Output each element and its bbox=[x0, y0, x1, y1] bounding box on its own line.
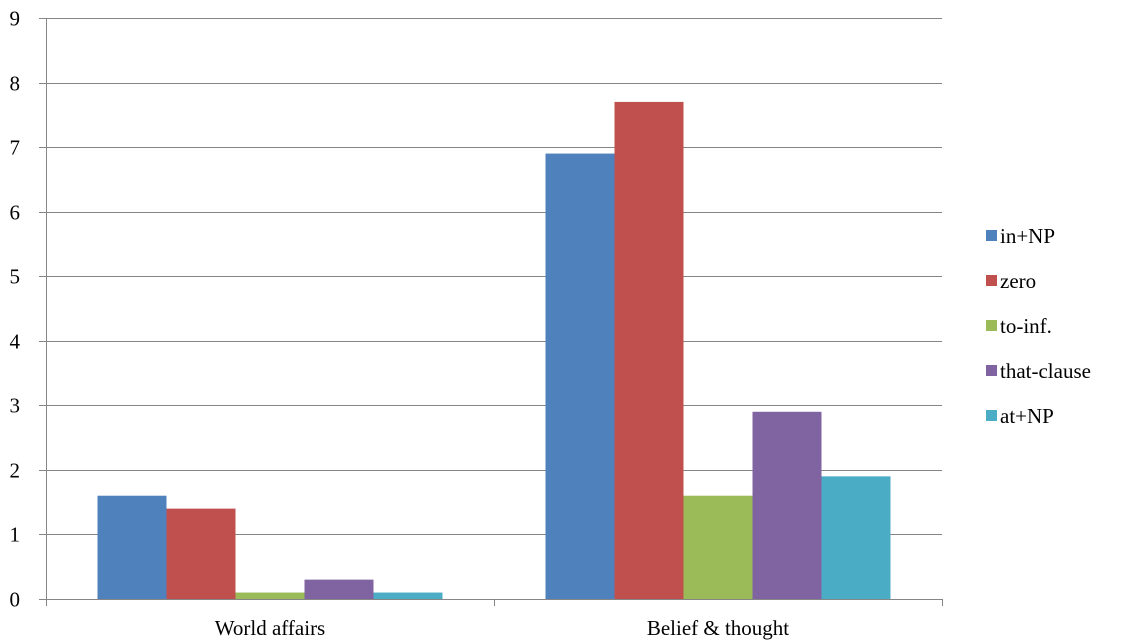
legend-swatch bbox=[986, 365, 997, 376]
bar bbox=[166, 508, 236, 599]
bar bbox=[304, 579, 374, 599]
y-tick-label: 0 bbox=[10, 588, 21, 612]
legend-swatch bbox=[986, 275, 997, 286]
legend-label: in+NP bbox=[1000, 224, 1055, 248]
bar bbox=[821, 476, 891, 599]
legend-swatch bbox=[986, 320, 997, 331]
bar bbox=[235, 592, 305, 599]
legend-swatch bbox=[986, 230, 997, 241]
y-tick-label: 1 bbox=[10, 523, 21, 547]
legend-label: to-inf. bbox=[1000, 314, 1052, 338]
y-tick-label: 3 bbox=[10, 394, 21, 418]
x-tick-label: Belief & thought bbox=[647, 616, 789, 640]
legend-label: that-clause bbox=[1000, 359, 1091, 383]
legend: in+NP zero to-inf. that-clause at+NP bbox=[986, 224, 1091, 428]
y-tick-label: 5 bbox=[10, 265, 21, 289]
legend-swatch bbox=[986, 410, 997, 421]
x-tick-label: World affairs bbox=[215, 616, 325, 640]
legend-label: at+NP bbox=[1000, 404, 1054, 428]
y-tick-label: 9 bbox=[10, 7, 21, 31]
x-axis-ticks: World affairs Belief & thought bbox=[46, 599, 943, 640]
bars bbox=[97, 101, 891, 600]
bar bbox=[373, 592, 443, 599]
bar bbox=[97, 495, 167, 599]
bar bbox=[614, 101, 684, 599]
bar bbox=[683, 495, 753, 599]
y-tick-label: 7 bbox=[10, 136, 21, 160]
y-tick-label: 6 bbox=[10, 201, 21, 225]
y-tick-label: 8 bbox=[10, 72, 21, 96]
bar bbox=[752, 411, 822, 599]
y-tick-label: 2 bbox=[10, 459, 21, 483]
bar bbox=[545, 153, 615, 600]
legend-label: zero bbox=[1000, 269, 1036, 293]
y-axis-ticks: 0 1 2 3 4 5 6 7 8 9 bbox=[10, 7, 46, 612]
gridlines bbox=[46, 18, 942, 535]
y-tick-label: 4 bbox=[10, 330, 21, 354]
